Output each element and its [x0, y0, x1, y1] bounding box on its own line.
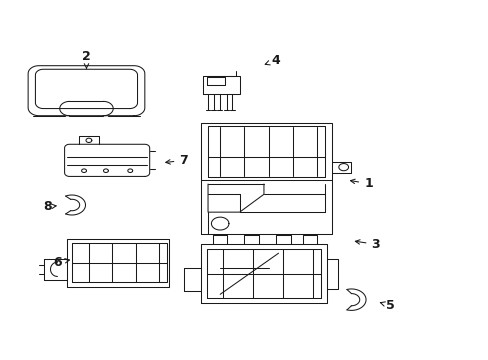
Text: 2: 2: [82, 50, 91, 69]
Text: 1: 1: [350, 177, 372, 190]
Text: 3: 3: [355, 238, 379, 251]
Text: 6: 6: [53, 256, 69, 269]
Text: 4: 4: [264, 54, 280, 67]
Text: 5: 5: [380, 299, 394, 312]
Text: 8: 8: [43, 200, 56, 213]
Text: 7: 7: [165, 154, 188, 167]
